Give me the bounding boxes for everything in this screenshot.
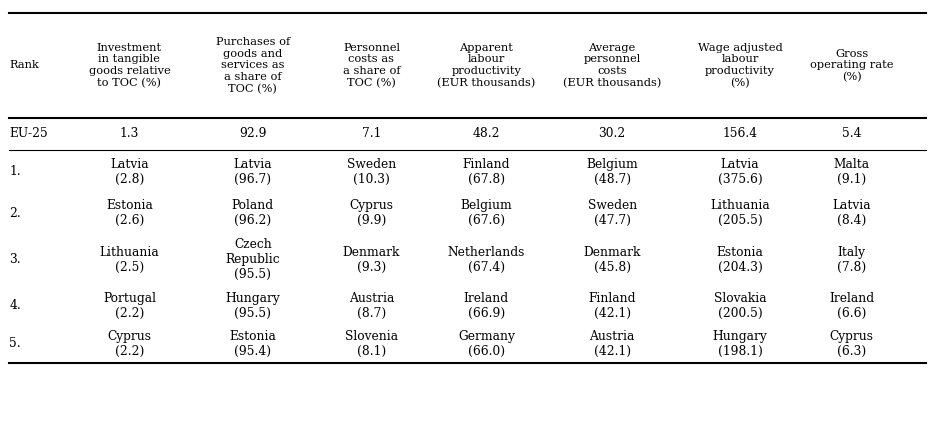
Text: 30.2: 30.2 <box>599 127 626 141</box>
Text: Investment
in tangible
goods relative
to TOC (%): Investment in tangible goods relative to… <box>88 43 170 88</box>
Text: Poland
(96.2): Poland (96.2) <box>232 199 274 227</box>
Text: Purchases of
goods and
services as
a share of
TOC (%): Purchases of goods and services as a sha… <box>216 37 290 94</box>
Text: 48.2: 48.2 <box>473 127 500 141</box>
Text: Sweden
(10.3): Sweden (10.3) <box>347 158 396 186</box>
Text: Italy
(7.8): Italy (7.8) <box>837 246 867 273</box>
Text: Hungary
(198.1): Hungary (198.1) <box>713 330 767 358</box>
Text: Ireland
(66.9): Ireland (66.9) <box>464 292 509 320</box>
Text: Latvia
(2.8): Latvia (2.8) <box>110 158 149 186</box>
Text: 3.: 3. <box>9 253 20 266</box>
Text: 4.: 4. <box>9 300 21 312</box>
Text: Germany
(66.0): Germany (66.0) <box>458 330 515 358</box>
Text: Cyprus
(6.3): Cyprus (6.3) <box>830 330 874 358</box>
Text: Czech
Republic
(95.5): Czech Republic (95.5) <box>225 238 280 281</box>
Text: Rank: Rank <box>9 60 39 70</box>
Text: Lithuania
(2.5): Lithuania (2.5) <box>100 246 159 273</box>
Text: Austria
(8.7): Austria (8.7) <box>349 292 394 320</box>
Text: Slovenia
(8.1): Slovenia (8.1) <box>344 330 398 358</box>
Text: Netherlands
(67.4): Netherlands (67.4) <box>448 246 525 273</box>
Text: 5.4: 5.4 <box>843 127 861 141</box>
Text: Portugal
(2.2): Portugal (2.2) <box>103 292 155 320</box>
Text: Latvia
(375.6): Latvia (375.6) <box>718 158 762 186</box>
Text: Wage adjusted
labour
productivity
(%): Wage adjusted labour productivity (%) <box>697 43 783 88</box>
Text: Personnel
costs as
a share of
TOC (%): Personnel costs as a share of TOC (%) <box>343 43 400 88</box>
Text: Estonia
(204.3): Estonia (204.3) <box>717 246 763 273</box>
Text: Hungary
(95.5): Hungary (95.5) <box>225 292 280 320</box>
Text: 7.1: 7.1 <box>362 127 381 141</box>
Text: Malta
(9.1): Malta (9.1) <box>834 158 870 186</box>
Text: Estonia
(2.6): Estonia (2.6) <box>106 199 153 227</box>
Text: 156.4: 156.4 <box>722 127 758 141</box>
Text: Denmark
(9.3): Denmark (9.3) <box>343 246 400 273</box>
Text: Slovakia
(200.5): Slovakia (200.5) <box>714 292 766 320</box>
Text: Latvia
(96.7): Latvia (96.7) <box>234 158 272 186</box>
Text: Ireland
(6.6): Ireland (6.6) <box>830 292 874 320</box>
Text: Estonia
(95.4): Estonia (95.4) <box>229 330 277 358</box>
Text: Belgium
(67.6): Belgium (67.6) <box>461 199 512 227</box>
Text: Latvia
(8.4): Latvia (8.4) <box>832 199 871 227</box>
Text: 2.: 2. <box>9 207 21 219</box>
Text: Denmark
(45.8): Denmark (45.8) <box>584 246 641 273</box>
Text: Austria
(42.1): Austria (42.1) <box>589 330 635 358</box>
Text: Finland
(67.8): Finland (67.8) <box>463 158 510 186</box>
Text: Gross
operating rate
(%): Gross operating rate (%) <box>810 49 894 82</box>
Text: Cyprus
(2.2): Cyprus (2.2) <box>107 330 152 358</box>
Text: Finland
(42.1): Finland (42.1) <box>588 292 636 320</box>
Text: Apparent
labour
productivity
(EUR thousands): Apparent labour productivity (EUR thousa… <box>438 43 535 88</box>
Text: Average
personnel
costs
(EUR thousands): Average personnel costs (EUR thousands) <box>563 43 661 88</box>
Text: 1.3: 1.3 <box>120 127 139 141</box>
Text: 1.: 1. <box>9 165 20 179</box>
Text: Lithuania
(205.5): Lithuania (205.5) <box>710 199 770 227</box>
Text: Sweden
(47.7): Sweden (47.7) <box>587 199 637 227</box>
Text: 92.9: 92.9 <box>239 127 266 141</box>
Text: Cyprus
(9.9): Cyprus (9.9) <box>349 199 394 227</box>
Text: Belgium
(48.7): Belgium (48.7) <box>587 158 638 186</box>
Text: EU-25: EU-25 <box>9 127 48 141</box>
Text: 5.: 5. <box>9 338 20 350</box>
